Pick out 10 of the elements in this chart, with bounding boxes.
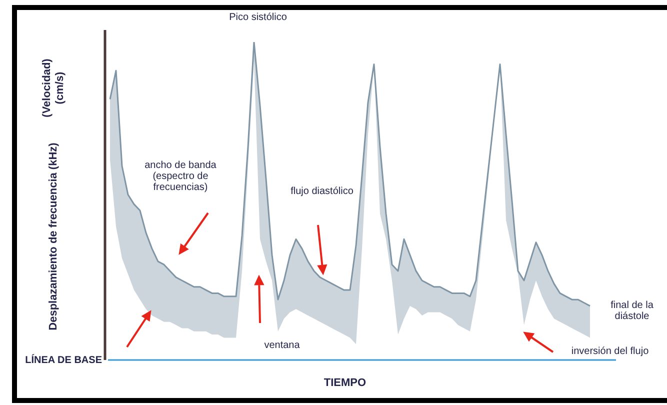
text: final de la diástole [610, 300, 654, 322]
text: (Velocidad) (cm/s) [41, 58, 67, 120]
annotation: inversión del flujo [570, 346, 650, 357]
text: Pico sistólico [228, 12, 288, 23]
x-axis-title: TIEMPO [322, 377, 368, 389]
y-axis-title: Desplazamiento de frecuencia (kHz) [48, 142, 60, 332]
annotation: ancho de banda (espectro de frecuencias) [144, 160, 218, 193]
annotation: flujo diastólico [290, 186, 354, 197]
annotation: ventana [263, 340, 301, 351]
ref-line-label: LÍNEA DE BASE [25, 354, 102, 366]
